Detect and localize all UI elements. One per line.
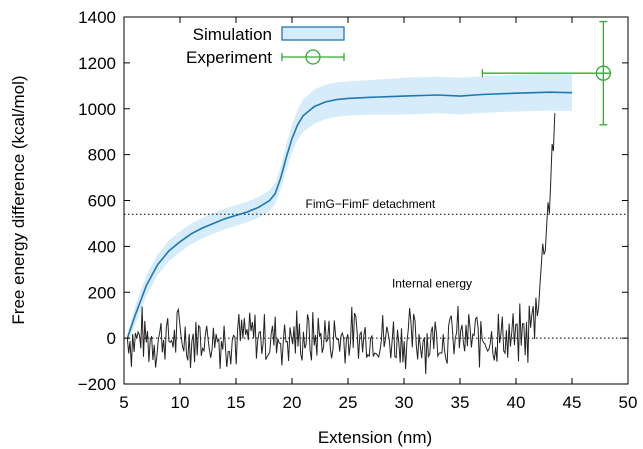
- y-tick-label-2: 200: [88, 283, 116, 302]
- y-tick-label-7: 1200: [78, 54, 116, 73]
- x-tick-label-4: 25: [339, 393, 358, 412]
- legend-swatch-simulation: [281, 26, 345, 41]
- legend: Simulation Experiment: [186, 25, 345, 67]
- legend-swatch-experiment-marker: [305, 49, 321, 65]
- x-tick-label-5: 30: [395, 393, 414, 412]
- legend-label-experiment: Experiment: [186, 48, 272, 67]
- x-tick-label-3: 20: [283, 393, 302, 412]
- y-tick-label-6: 1000: [78, 100, 116, 119]
- annotation-1: Internal energy: [392, 277, 472, 291]
- x-tick-label-8: 45: [563, 393, 582, 412]
- simulation-layer: [126, 91, 573, 339]
- x-tick-label-7: 40: [507, 393, 526, 412]
- legend-label-simulation: Simulation: [193, 25, 272, 44]
- simulation-error-band: [127, 73, 573, 343]
- x-tick-label-2: 15: [227, 393, 246, 412]
- internal-energy-line: [126, 113, 556, 375]
- x-tick-label-6: 35: [451, 393, 470, 412]
- y-tick-label-1: 0: [107, 329, 116, 348]
- x-tick-label-9: 50: [619, 393, 638, 412]
- x-tick-label-1: 10: [171, 393, 190, 412]
- internal-energy-layer: [126, 113, 556, 375]
- simulation-line: [126, 91, 573, 339]
- y-tick-label-4: 600: [88, 192, 116, 211]
- ticks-layer: 5 10 15 20 25 30 35 40 45 50 −200 0 200 400 600 800 1000…: [78, 8, 638, 412]
- y-tick-label-0: −200: [78, 375, 116, 394]
- y-tick-label-8: 1400: [78, 8, 116, 27]
- annotation-0: FimG−FimF detachment: [306, 197, 436, 211]
- x-tick-label-0: 5: [119, 393, 128, 412]
- x-axis-label: Extension (nm): [318, 428, 432, 447]
- experiment-layer: [481, 20, 612, 126]
- y-tick-label-3: 400: [88, 237, 116, 256]
- y-axis-label: Free energy difference (kcal/mol): [9, 75, 28, 324]
- experiment-point: [595, 65, 612, 81]
- y-tick-label-5: 800: [88, 146, 116, 165]
- annotations-layer: FimG−FimF detachment Internal energy: [306, 197, 472, 291]
- simulation-error-band-layer: [127, 73, 573, 343]
